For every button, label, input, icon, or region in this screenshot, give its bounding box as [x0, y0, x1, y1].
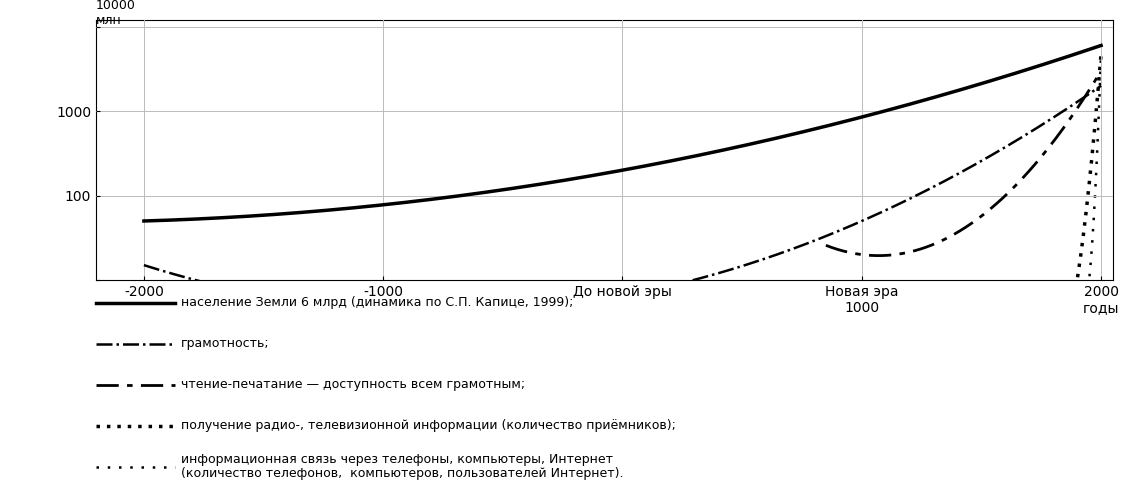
Text: грамотность;: грамотность;: [181, 337, 269, 350]
Text: население Земли 6 млрд (динамика по С.П. Капице, 1999);: население Земли 6 млрд (динамика по С.П.…: [181, 296, 573, 309]
Text: получение радио-, телевизионной информации (количество приёмников);: получение радио-, телевизионной информац…: [181, 419, 676, 432]
Text: 10000
млн: 10000 млн: [96, 0, 136, 26]
Text: чтение-печатание — доступность всем грамотным;: чтение-печатание — доступность всем грам…: [181, 378, 525, 391]
Text: информационная связь через телефоны, компьютеры, Интернет
(количество телефонов,: информационная связь через телефоны, ком…: [181, 452, 624, 480]
